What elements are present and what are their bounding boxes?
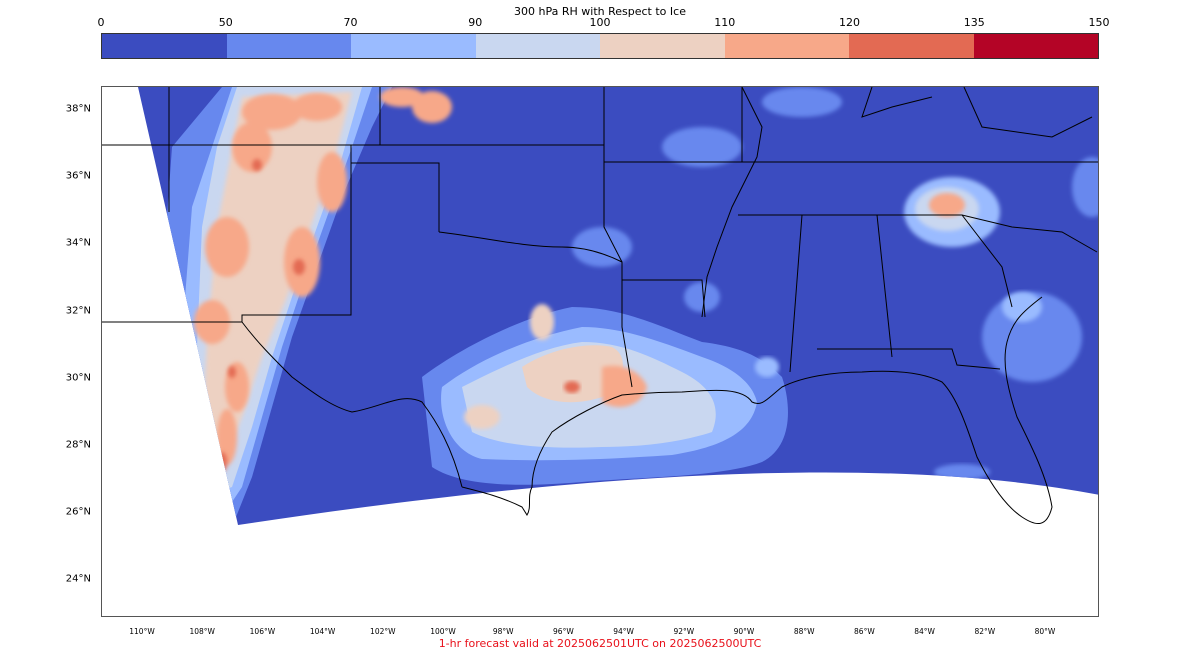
colorbar-tick-label: 50 <box>218 16 233 29</box>
colorbar-segment <box>600 34 725 58</box>
longitude-label: 86°W <box>854 627 875 636</box>
longitude-label: 80°W <box>1034 627 1056 636</box>
colorbar <box>101 33 1099 59</box>
colorbar-tick-label: 150 <box>1088 16 1110 29</box>
colorbar-segment <box>475 34 600 58</box>
longitude-label: 98°W <box>492 627 514 636</box>
longitude-label: 92°W <box>673 627 695 636</box>
longitude-label: 82°W <box>974 627 996 636</box>
colorbar-tick-label: 100 <box>589 16 611 29</box>
latitude-label: 26°N <box>65 506 91 518</box>
forecast-domain <box>138 87 1098 525</box>
latitude-label: 28°N <box>65 439 91 451</box>
latitude-label: 30°N <box>65 372 91 384</box>
colorbar-segment <box>849 34 974 58</box>
gulf-coastline <box>461 296 1053 525</box>
colorbar-title: 300 hPa RH with Respect to Ice <box>514 5 686 18</box>
forecast-valid-text: 1-hr forecast valid at 2025062501UTC on … <box>438 637 762 650</box>
colorbar-tick-label: 110 <box>714 16 736 29</box>
moisture-field-southwest <box>162 87 452 525</box>
longitude-label: 106°W <box>249 627 276 636</box>
colorbar-tick-label: 70 <box>343 16 358 29</box>
moisture-field-southeast <box>572 87 1098 480</box>
colorbar-segment <box>226 34 351 58</box>
longitude-label: 104°W <box>309 627 336 636</box>
longitude-label: 84°W <box>914 627 935 636</box>
latitude-label: 24°N <box>65 573 91 585</box>
state-boundaries <box>102 87 1098 388</box>
colorbar-tick-label: 90 <box>468 16 483 29</box>
latitude-label: 38°N <box>65 103 91 115</box>
longitude-label: 90°W <box>733 627 755 636</box>
map-panel <box>101 86 1099 617</box>
map-svg <box>102 87 1098 525</box>
longitude-label: 110°W <box>129 627 155 636</box>
longitude-label: 102°W <box>370 627 396 636</box>
mexico-border <box>241 321 463 488</box>
longitude-label: 108°W <box>189 627 215 636</box>
longitude-label: 96°W <box>553 627 574 636</box>
colorbar-segment <box>351 34 476 58</box>
colorbar-tick-label: 0 <box>97 16 105 29</box>
colorbar-tick-label: 120 <box>839 16 860 29</box>
longitude-label: 100°W <box>430 627 456 636</box>
colorbar-segment <box>724 34 849 58</box>
longitude-label: 88°W <box>793 627 815 636</box>
latitude-label: 34°N <box>65 237 91 249</box>
longitude-label: 94°W <box>613 627 634 636</box>
latitude-label: 36°N <box>65 170 91 182</box>
colorbar-tick-label: 135 <box>963 16 985 29</box>
colorbar-segment <box>973 34 1098 58</box>
colorbar-segment <box>102 34 227 58</box>
moisture-field-gulf <box>422 304 788 485</box>
latitude-label: 32°N <box>65 305 91 317</box>
